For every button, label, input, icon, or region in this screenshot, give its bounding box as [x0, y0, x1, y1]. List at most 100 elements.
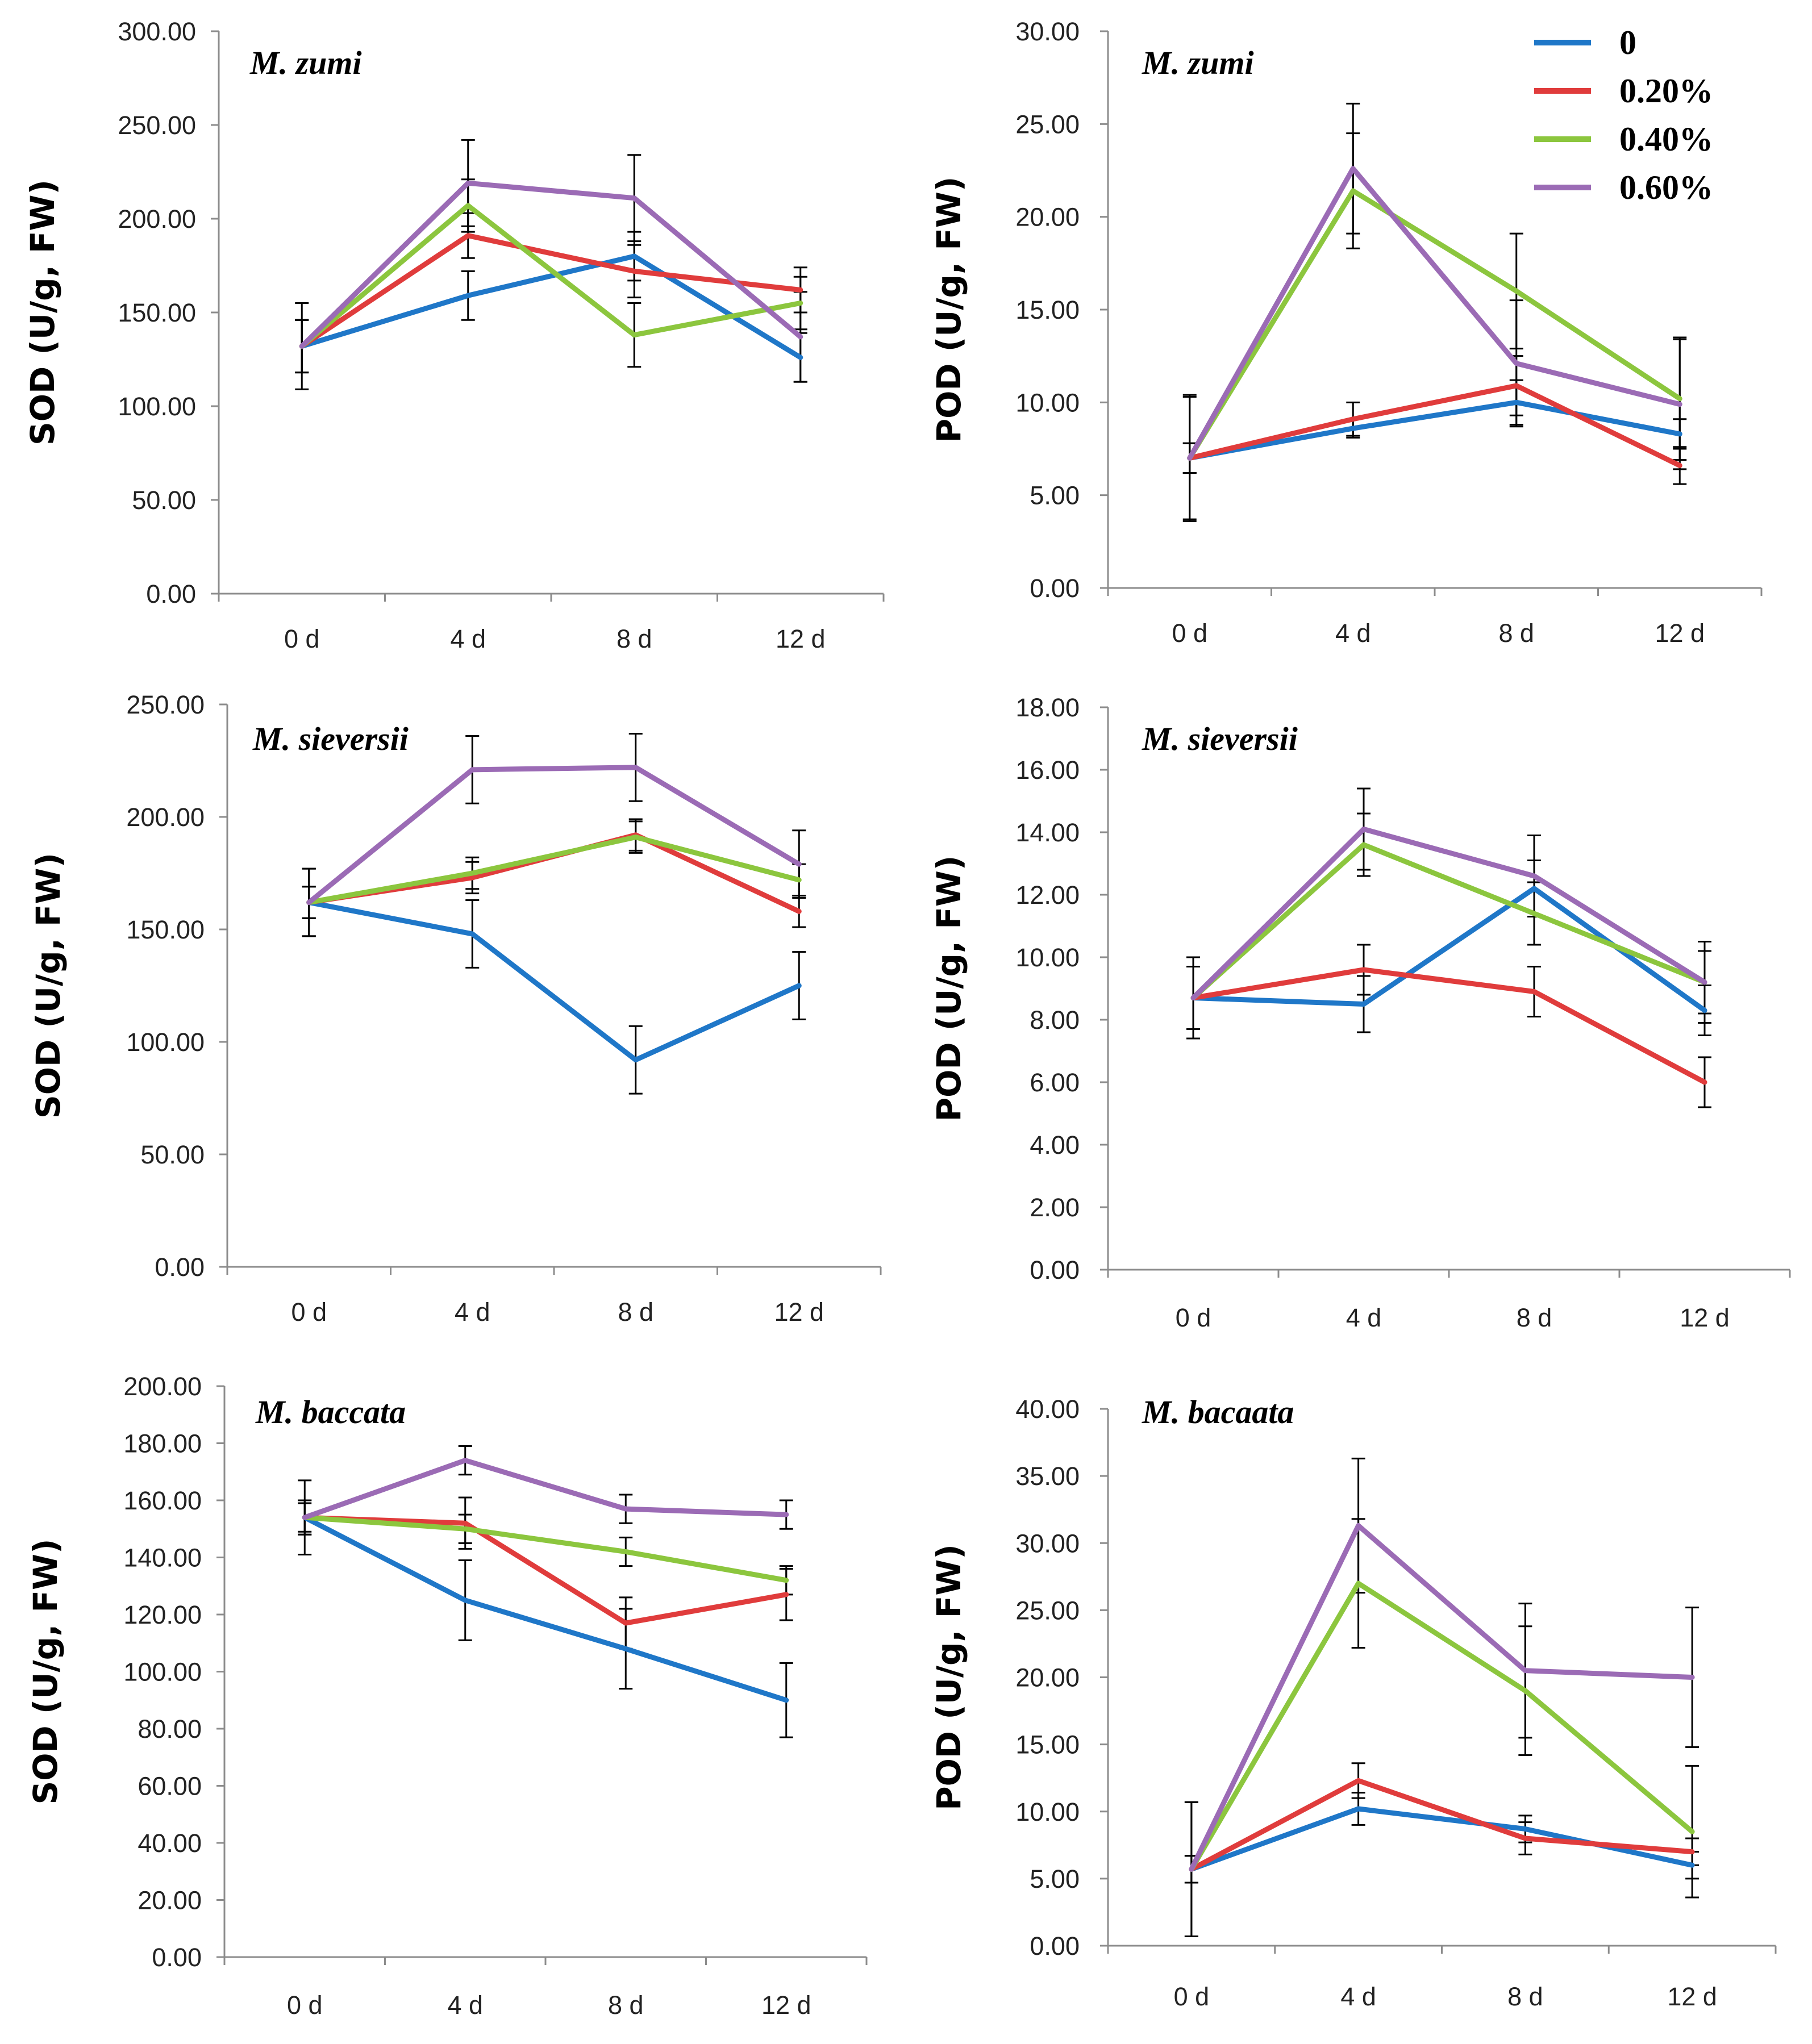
series-line-0-20pct — [306, 832, 802, 914]
data-point — [472, 873, 473, 874]
chart-panel-5: 0.00 20.00 40.00 60.00 80.00 100.00 120.00 140.… — [26, 1372, 868, 2020]
y-tick-label: 16.00 — [1015, 756, 1080, 785]
data-point — [467, 205, 469, 206]
data-point — [634, 334, 635, 336]
data-point — [1534, 875, 1535, 877]
x-tick-label: 12 d — [776, 624, 826, 653]
data-point — [1679, 398, 1681, 399]
series-line-0-20pct — [302, 1515, 789, 1626]
data-point — [1692, 1676, 1693, 1678]
legend-label: 0 — [1619, 24, 1636, 61]
panel-title: M. bacaata — [1142, 1394, 1294, 1430]
x-tick-label: 12 d — [1680, 1303, 1730, 1332]
data-point — [1193, 997, 1194, 999]
x-tick-label: 4 d — [450, 624, 486, 653]
y-tick-label: 6.00 — [1030, 1068, 1080, 1097]
data-point — [472, 933, 473, 935]
series-line-0-20pct — [1190, 967, 1707, 1085]
y-axis-title: POD (U/g, FW) — [930, 856, 968, 1122]
data-point — [799, 289, 801, 291]
y-tick-label: 0.00 — [1030, 1932, 1080, 1960]
series-line-0-40pct — [306, 835, 802, 905]
series-line-0 — [306, 899, 802, 1063]
data-point — [634, 270, 635, 272]
data-point — [1357, 1583, 1359, 1584]
series-line-0-40pct — [1190, 842, 1707, 1000]
data-point — [798, 864, 800, 865]
data-point — [634, 256, 635, 257]
data-point — [785, 1514, 787, 1516]
data-point — [1534, 888, 1535, 889]
y-tick-label: 15.00 — [1015, 295, 1080, 324]
x-tick-label: 12 d — [1655, 619, 1705, 648]
data-point — [1524, 1690, 1526, 1692]
x-tick-label: 12 d — [774, 1298, 824, 1326]
data-point — [799, 357, 801, 358]
data-point — [1534, 913, 1535, 914]
series-line-0-40pct — [302, 1515, 789, 1583]
data-point — [1357, 1780, 1359, 1782]
data-point — [625, 1648, 627, 1650]
data-point — [1515, 402, 1517, 403]
x-tick-label: 0 d — [284, 624, 320, 653]
y-tick-label: 0.00 — [1030, 574, 1080, 603]
data-point — [1679, 403, 1681, 405]
y-tick-label: 8.00 — [1030, 1006, 1080, 1034]
x-tick-label: 4 d — [1346, 1303, 1382, 1332]
data-point — [1363, 1003, 1364, 1005]
y-tick-label: 250.00 — [126, 690, 205, 719]
chart-panel-2: 0.00 5.00 10.00 15.00 20.00 25.00 30.00 0 d 4 d 8… — [930, 17, 1763, 648]
y-tick-label: 200.00 — [118, 205, 196, 233]
data-point — [798, 985, 800, 986]
legend: 0 0.20% 0.40% 0.60% — [1534, 24, 1713, 206]
data-point — [634, 197, 635, 199]
legend-label: 0.60% — [1619, 169, 1713, 206]
x-tick-label: 0 d — [1172, 619, 1207, 648]
chart-panel-6: 0.00 5.00 10.00 15.00 20.00 25.00 30.00 35.00 40… — [930, 1394, 1777, 2011]
series-line-0 — [302, 1515, 789, 1703]
chart-panel-3: 0.00 50.00 100.00 150.00 200.00 250.00 0 d 4 d 8… — [29, 690, 882, 1326]
y-tick-label: 15.00 — [1015, 1730, 1080, 1759]
data-point — [635, 836, 636, 838]
y-tick-label: 150.00 — [126, 915, 205, 944]
x-tick-label: 12 d — [761, 1991, 811, 2020]
data-point — [1357, 1808, 1359, 1810]
y-tick-label: 160.00 — [123, 1486, 202, 1515]
series-line-0-60pct — [1187, 166, 1682, 461]
data-point — [798, 879, 800, 881]
y-tick-label: 20.00 — [1015, 203, 1080, 232]
y-tick-label: 18.00 — [1015, 693, 1080, 722]
y-tick-label: 100.00 — [123, 1658, 202, 1687]
x-tick-label: 4 d — [1340, 1982, 1376, 2011]
y-tick-label: 250.00 — [118, 111, 196, 140]
y-tick-label: 100.00 — [126, 1028, 205, 1057]
panel-title: M. zumi — [249, 44, 362, 81]
x-tick-label: 0 d — [1176, 1303, 1211, 1332]
panel-title: M. zumi — [1142, 44, 1254, 81]
x-tick-label: 4 d — [1335, 619, 1371, 648]
data-point — [798, 911, 800, 912]
data-point — [1679, 433, 1681, 435]
data-point — [464, 1522, 466, 1524]
y-tick-label: 25.00 — [1015, 1596, 1080, 1625]
x-tick-label: 0 d — [1174, 1982, 1210, 2011]
data-point — [472, 877, 473, 878]
data-point — [785, 1699, 787, 1701]
y-tick-label: 40.00 — [138, 1829, 202, 1858]
legend-label: 0.40% — [1619, 120, 1713, 158]
y-tick-label: 120.00 — [123, 1600, 202, 1629]
y-tick-label: 5.00 — [1030, 481, 1080, 510]
data-point — [1190, 1868, 1192, 1870]
x-tick-label: 8 d — [608, 1991, 644, 2020]
y-tick-label: 4.00 — [1030, 1131, 1080, 1159]
y-tick-label: 50.00 — [140, 1140, 205, 1169]
data-point — [1524, 1828, 1526, 1830]
data-point — [1704, 982, 1705, 983]
y-tick-label: 140.00 — [123, 1544, 202, 1572]
series-line-0-20pct — [1189, 1778, 1695, 1872]
series-line-0-20pct — [299, 233, 803, 349]
x-tick-label: 0 d — [291, 1298, 327, 1326]
series-line-0 — [1187, 399, 1682, 461]
data-point — [785, 1579, 787, 1581]
